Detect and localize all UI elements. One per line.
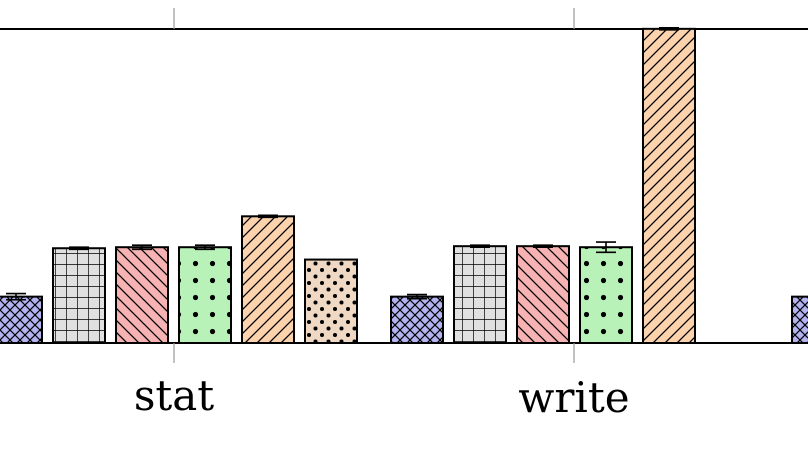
bar-stat-3: [115, 246, 169, 345]
bar-stat-6: [304, 258, 358, 345]
bar-write-5: [642, 27, 696, 344]
error-bar-stat-3: [132, 244, 152, 251]
error-bar-stat-1: [6, 292, 26, 301]
bar-write-2: [453, 245, 507, 344]
error-bar-stat-2: [69, 246, 89, 251]
x-tick-label-write: write: [518, 373, 629, 422]
error-bar-write-1: [407, 293, 427, 300]
error-bar-write-4: [596, 241, 616, 254]
bar-stat-2: [52, 247, 106, 345]
error-bar-write-3: [533, 244, 553, 249]
bar-write-3: [516, 245, 570, 344]
x-ticks: [173, 8, 575, 363]
bar-write-4: [579, 246, 633, 345]
x-tick-labels: stat write: [134, 371, 630, 422]
bars-group: [0, 27, 808, 345]
error-bar-write-2: [470, 244, 490, 249]
bar-stat-5: [241, 215, 295, 344]
error-bar-write-5: [659, 27, 679, 31]
x-tick-label-stat: stat: [134, 371, 214, 420]
error-bar-stat-4: [195, 244, 215, 251]
bar-stat-1: [0, 295, 43, 344]
bar-stat-4: [178, 246, 232, 345]
error-bar-stat-5: [258, 214, 278, 219]
bar-write-1: [390, 295, 444, 344]
bar-next-1: [791, 295, 808, 344]
